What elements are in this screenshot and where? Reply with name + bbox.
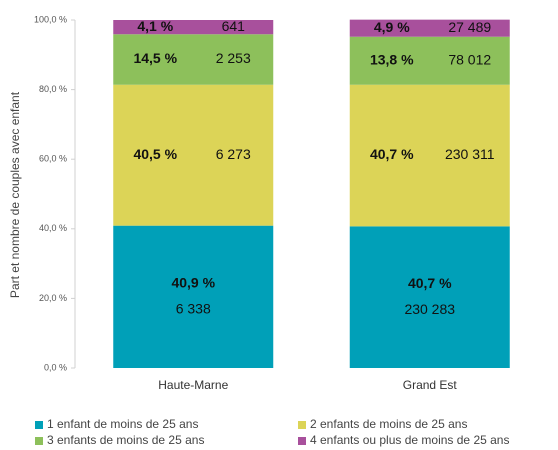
value-label: 14,5 % [133, 50, 177, 66]
legend-label: 1 enfant de moins de 25 ans [47, 417, 198, 431]
legend-swatch [35, 421, 43, 429]
value-label: 40,5 % [133, 146, 177, 162]
count-label: 230 283 [404, 301, 455, 317]
value-label: 13,8 % [370, 51, 414, 67]
y-tick-label: 0,0 % [44, 362, 67, 372]
y-tick-label: 40,0 % [39, 223, 67, 233]
bar-segment [113, 84, 274, 226]
y-axis-label: Part et nombre de couples avec enfant [8, 91, 22, 298]
x-tick-label: Grand Est [403, 378, 458, 392]
bar-segment [349, 84, 510, 227]
y-tick-label: 20,0 % [39, 293, 67, 303]
value-label: 40,9 % [171, 275, 215, 291]
legend-label: 4 enfants ou plus de moins de 25 ans [310, 433, 509, 447]
value-label: 40,7 % [370, 146, 414, 162]
legend-label: 3 enfants de moins de 25 ans [47, 433, 204, 447]
bar-segment [349, 36, 510, 85]
value-label: 4,9 % [374, 19, 410, 35]
bar-segment [349, 226, 510, 368]
x-tick-label: Haute-Marne [158, 378, 228, 392]
count-label: 78 012 [448, 51, 491, 67]
y-tick-label: 100,0 % [34, 14, 67, 24]
y-tick-label: 80,0 % [39, 84, 67, 94]
y-tick-label: 60,0 % [39, 154, 67, 164]
bar-segment [113, 225, 274, 368]
count-label: 6 273 [216, 146, 251, 162]
count-label: 230 311 [445, 146, 495, 162]
count-label: 6 338 [176, 301, 211, 317]
value-label: 4,1 % [137, 18, 173, 34]
legend-swatch [298, 437, 306, 445]
count-label: 27 489 [448, 19, 491, 35]
bar-segment [349, 19, 510, 37]
bar-segment [113, 20, 274, 35]
legend-label: 2 enfants de moins de 25 ans [310, 417, 467, 431]
count-label: 641 [222, 18, 246, 34]
value-label: 40,7 % [408, 275, 452, 291]
legend-swatch [35, 437, 43, 445]
bar-segment [113, 34, 274, 85]
legend-swatch [298, 421, 306, 429]
count-label: 2 253 [216, 50, 251, 66]
